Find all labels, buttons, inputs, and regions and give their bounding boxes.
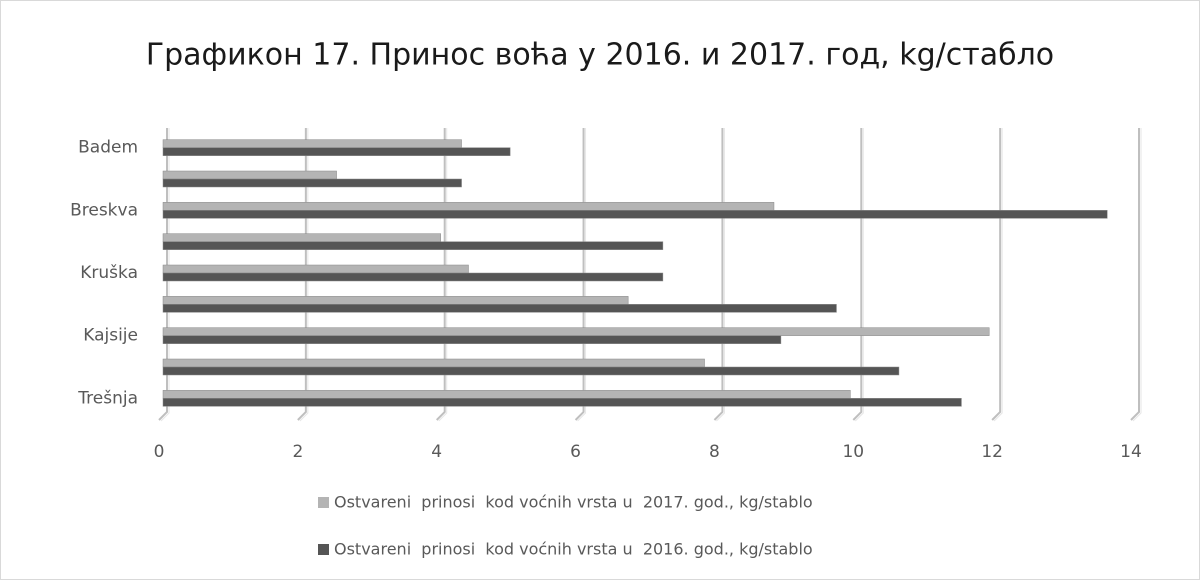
x-tick-label: 6 bbox=[570, 442, 581, 462]
y-tick-label: Kruška bbox=[80, 263, 138, 283]
x-tick-label: 12 bbox=[981, 442, 1003, 462]
grid-line-shade bbox=[1132, 128, 1142, 422]
legend-label: Ostvareni prinosi kod voćnih vrsta u 201… bbox=[334, 540, 813, 559]
grid-line bbox=[297, 128, 307, 421]
bar bbox=[162, 272, 664, 282]
y-tick-label: Breskva bbox=[70, 200, 138, 220]
bar bbox=[162, 304, 837, 313]
x-tick-label: 4 bbox=[431, 442, 442, 462]
bar bbox=[162, 358, 705, 368]
grid-line bbox=[574, 128, 585, 421]
grid-line-shade bbox=[438, 128, 448, 422]
grid-line-shade bbox=[716, 128, 725, 422]
bar bbox=[162, 210, 1108, 219]
legend-label: Ostvareni prinosi kod voćnih vrsta u 201… bbox=[334, 493, 813, 512]
bar bbox=[162, 296, 629, 305]
legend-swatch bbox=[318, 497, 329, 508]
bar bbox=[162, 366, 900, 376]
y-tick-label: Kajsije bbox=[83, 326, 138, 346]
bar bbox=[162, 139, 462, 148]
grid-line bbox=[1130, 128, 1140, 421]
grid-line bbox=[158, 128, 168, 421]
grid-line bbox=[991, 128, 1002, 421]
x-tick-label: 8 bbox=[709, 442, 720, 462]
grid-line bbox=[852, 128, 863, 421]
grid-line-shade bbox=[299, 128, 309, 422]
bar bbox=[162, 170, 337, 180]
x-tick-label: 2 bbox=[292, 442, 303, 462]
bar bbox=[162, 335, 782, 344]
legend-swatch bbox=[318, 544, 329, 555]
bar bbox=[162, 390, 851, 399]
grid-line-shade bbox=[993, 128, 1003, 422]
grid-line-shade bbox=[854, 128, 864, 422]
y-tick-label: Badem bbox=[78, 138, 138, 158]
x-tick-label: 14 bbox=[1120, 442, 1142, 462]
grid-line bbox=[713, 128, 724, 421]
bar bbox=[162, 202, 775, 211]
bar bbox=[162, 398, 962, 407]
chart-title: Графикон 17. Принос воћа у 2016. и 2017.… bbox=[146, 38, 1054, 73]
bar bbox=[162, 327, 990, 336]
bar bbox=[162, 147, 511, 156]
grid-line-shade bbox=[577, 128, 587, 422]
bar bbox=[162, 178, 462, 188]
bar bbox=[162, 233, 441, 242]
bar bbox=[162, 241, 664, 250]
bar bbox=[162, 264, 469, 274]
grid-line-shade bbox=[160, 128, 170, 422]
y-tick-label: Trešnja bbox=[77, 388, 138, 408]
x-tick-label: 0 bbox=[154, 442, 165, 462]
x-tick-label: 10 bbox=[842, 442, 864, 462]
grid-line bbox=[436, 128, 446, 421]
